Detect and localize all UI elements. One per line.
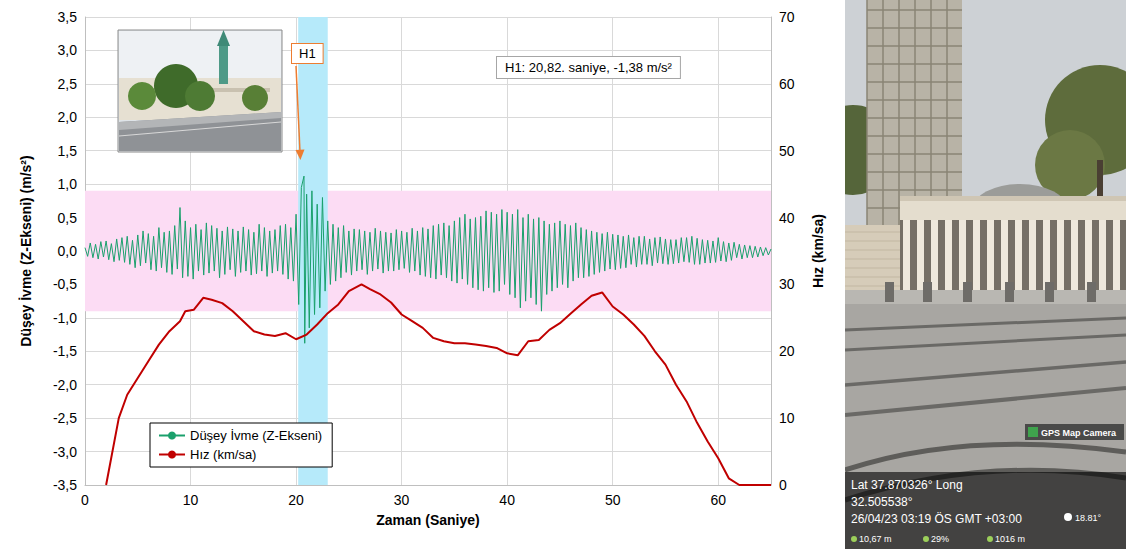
svg-text:32.505538°: 32.505538° (851, 495, 913, 509)
svg-text:Zaman (Saniye): Zaman (Saniye) (376, 512, 479, 528)
svg-text:10: 10 (183, 492, 199, 508)
svg-text:2,0: 2,0 (58, 109, 78, 125)
svg-text:-2,0: -2,0 (53, 377, 77, 393)
svg-text:GPS Map Camera: GPS Map Camera (1041, 428, 1117, 438)
svg-text:50: 50 (779, 143, 795, 159)
svg-text:-1,0: -1,0 (53, 310, 77, 326)
svg-text:18.81°: 18.81° (1075, 513, 1102, 523)
svg-text:20: 20 (779, 343, 795, 359)
svg-text:30: 30 (779, 276, 795, 292)
svg-text:1,5: 1,5 (58, 143, 78, 159)
svg-text:H1: H1 (299, 46, 316, 61)
svg-text:-2,5: -2,5 (53, 410, 77, 426)
svg-text:Lat 37.870326° Long: Lat 37.870326° Long (851, 478, 963, 492)
svg-text:1,0: 1,0 (58, 176, 78, 192)
svg-text:Hız (km/sa): Hız (km/sa) (810, 214, 826, 288)
svg-text:26/04/23 03:19 ÖS GMT +03:00: 26/04/23 03:19 ÖS GMT +03:00 (851, 512, 1022, 526)
svg-text:29%: 29% (931, 534, 949, 544)
svg-text:0: 0 (779, 477, 787, 493)
svg-text:20: 20 (288, 492, 304, 508)
svg-text:10: 10 (779, 410, 795, 426)
svg-text:-1,5: -1,5 (53, 343, 77, 359)
svg-text:0: 0 (81, 492, 89, 508)
svg-text:50: 50 (605, 492, 621, 508)
svg-text:40: 40 (499, 492, 515, 508)
svg-text:-0,5: -0,5 (53, 276, 77, 292)
svg-text:3,0: 3,0 (58, 42, 78, 58)
svg-text:1016 m: 1016 m (995, 534, 1025, 544)
svg-text:-3,5: -3,5 (53, 477, 77, 493)
svg-text:Düşey İvme (Z-Ekseni) (m/s²): Düşey İvme (Z-Ekseni) (m/s²) (18, 155, 34, 346)
svg-text:Düşey İvme (Z-Ekseni): Düşey İvme (Z-Ekseni) (190, 428, 322, 443)
svg-text:0,5: 0,5 (58, 210, 78, 226)
svg-text:H1: 20,82. saniye, -1,38 m/s²: H1: 20,82. saniye, -1,38 m/s² (505, 60, 673, 75)
svg-text:Hız (km/sa): Hız (km/sa) (190, 447, 256, 462)
svg-text:60: 60 (710, 492, 726, 508)
svg-text:30: 30 (394, 492, 410, 508)
svg-text:3,5: 3,5 (58, 9, 78, 25)
svg-text:40: 40 (779, 210, 795, 226)
svg-text:10,67 m: 10,67 m (859, 534, 892, 544)
svg-text:2,5: 2,5 (58, 76, 78, 92)
svg-text:-3,0: -3,0 (53, 444, 77, 460)
svg-text:70: 70 (779, 9, 795, 25)
svg-text:60: 60 (779, 76, 795, 92)
svg-text:0,0: 0,0 (58, 243, 78, 259)
